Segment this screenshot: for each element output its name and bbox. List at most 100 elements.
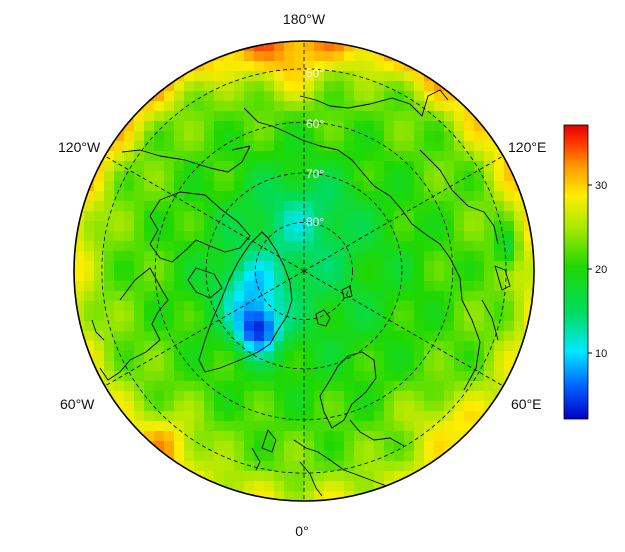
field-cell (94, 261, 105, 272)
field-cell (324, 131, 335, 142)
field-cell (134, 281, 145, 292)
field-cell (164, 131, 175, 142)
field-cell (404, 451, 415, 462)
field-cell (194, 401, 205, 412)
field-cell (164, 181, 175, 192)
field-cell (334, 381, 345, 392)
field-cell (144, 121, 155, 132)
meridian-line (104, 155, 305, 272)
field-cell (494, 161, 505, 172)
field-cell (384, 461, 395, 472)
field-cell (264, 91, 275, 102)
field-cell (374, 431, 385, 442)
field-cell (494, 261, 505, 272)
field-cell (434, 191, 445, 202)
field-cell (454, 431, 465, 442)
field-cell (384, 131, 395, 142)
field-cell (474, 321, 485, 332)
meridian-label-120e: 120°E (508, 139, 546, 155)
field-cell (274, 471, 285, 482)
field-cell (204, 71, 215, 82)
field-cell (234, 111, 245, 122)
field-cell (144, 371, 155, 382)
field-cell (284, 381, 295, 392)
field-cell (464, 171, 475, 182)
field-cell (374, 401, 385, 412)
field-cell (384, 341, 395, 352)
field-cell (254, 321, 265, 332)
field-cell (504, 201, 515, 212)
field-cell (434, 381, 445, 392)
field-cell (304, 281, 315, 292)
field-cell (504, 251, 515, 262)
field-cell (174, 221, 185, 232)
field-cell (174, 361, 185, 372)
field-cell (194, 321, 205, 332)
field-cell (134, 111, 145, 122)
field-cell (194, 221, 205, 232)
field-cell (174, 101, 185, 112)
field-cell (154, 281, 165, 292)
field-cell (114, 341, 125, 352)
field-cell (284, 91, 295, 102)
field-cell (254, 291, 265, 302)
field-cell (104, 241, 115, 252)
field-cell (234, 341, 245, 352)
field-cell (464, 151, 475, 162)
field-cell (234, 51, 245, 62)
field-cell (314, 401, 325, 412)
field-cell (504, 241, 515, 252)
field-cell (464, 231, 475, 242)
field-cell (394, 371, 405, 382)
field-cell (474, 141, 485, 152)
field-cell (494, 221, 505, 232)
field-cell (174, 191, 185, 202)
field-cell (124, 361, 135, 372)
field-cell (254, 441, 265, 452)
field-cell (154, 391, 165, 402)
field-cell (494, 311, 505, 322)
field-cell (434, 121, 445, 132)
field-cell (174, 181, 185, 192)
field-cell (324, 101, 335, 112)
field-cell (384, 321, 395, 332)
field-cell (234, 421, 245, 432)
field-cell (344, 61, 355, 72)
field-cell (264, 191, 275, 202)
field-cell (174, 391, 185, 402)
field-cell (304, 121, 315, 132)
field-cell (304, 81, 315, 92)
field-cell (154, 211, 165, 222)
field-cell (254, 471, 265, 482)
field-cell (324, 51, 335, 62)
field-cell (284, 441, 295, 452)
field-cell (474, 151, 485, 162)
field-cell (224, 131, 235, 142)
field-cell (234, 171, 245, 182)
field-cell (324, 191, 335, 202)
field-cell (404, 391, 415, 402)
field-cell (234, 201, 245, 212)
field-cell (474, 311, 485, 322)
field-cell (354, 291, 365, 302)
field-cell (224, 101, 235, 112)
field-cell (354, 91, 365, 102)
field-cell (314, 61, 325, 72)
field-cell (244, 481, 255, 492)
field-cell (434, 161, 445, 172)
field-cell (304, 341, 315, 352)
field-cell (314, 51, 325, 62)
field-cell (354, 151, 365, 162)
field-cell (484, 231, 495, 242)
field-cell (114, 351, 125, 362)
field-cell (114, 301, 125, 312)
field-cell (164, 321, 175, 332)
field-cell (434, 351, 445, 362)
field-cell (144, 381, 155, 392)
field-cell (404, 351, 415, 362)
field-cell (174, 381, 185, 392)
field-cell (354, 51, 365, 62)
field-cell (464, 341, 475, 352)
field-cell (184, 281, 195, 292)
field-cell (284, 491, 295, 501)
